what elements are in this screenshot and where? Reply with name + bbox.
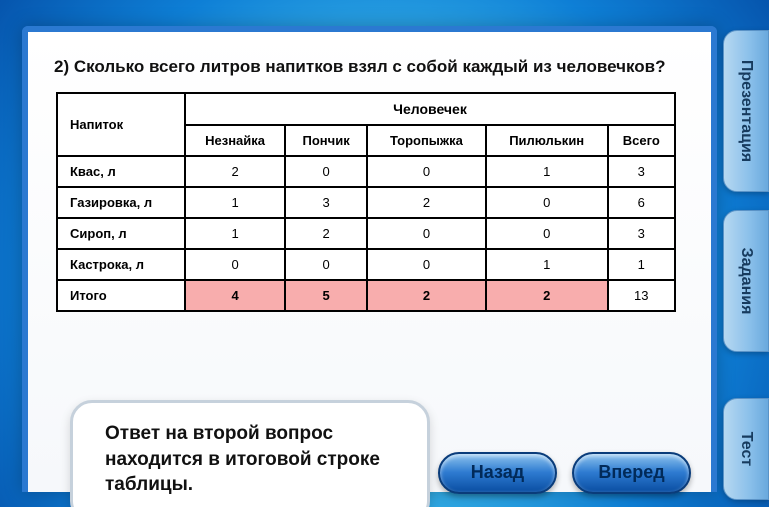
table-superheader: Человечек: [185, 93, 675, 125]
forward-button[interactable]: Вперед: [572, 452, 691, 494]
stage: 2) Сколько всего литров напитков взял с …: [0, 0, 769, 507]
col-header: Торопыжка: [367, 125, 486, 156]
table-cell: 2: [367, 280, 486, 311]
table-body: Квас, л20013Газировка, л13206Сироп, л120…: [57, 156, 675, 311]
back-button[interactable]: Назад: [438, 452, 557, 494]
col-header: Незнайка: [185, 125, 285, 156]
table-cell: 5: [285, 280, 367, 311]
table-corner: Напиток: [57, 93, 185, 156]
row-label: Кастрока, л: [57, 249, 185, 280]
table-cell: 1: [185, 187, 285, 218]
row-label: Газировка, л: [57, 187, 185, 218]
table-cell: 0: [185, 249, 285, 280]
table-cell: 0: [367, 249, 486, 280]
table-row: Сироп, л12003: [57, 218, 675, 249]
table-row: Квас, л20013: [57, 156, 675, 187]
table-cell: 2: [185, 156, 285, 187]
table-cell: 0: [486, 187, 608, 218]
table-cell: 0: [285, 249, 367, 280]
col-header: Всего: [608, 125, 675, 156]
tab-tasks[interactable]: Задания: [723, 210, 769, 352]
table-row: Газировка, л13206: [57, 187, 675, 218]
table-row: Итого452213: [57, 280, 675, 311]
table-cell: 6: [608, 187, 675, 218]
table-row: Кастрока, л00011: [57, 249, 675, 280]
table-cell: 3: [608, 156, 675, 187]
data-table: Напиток Человечек Незнайка Пончик Торопы…: [56, 92, 676, 312]
table-cell: 0: [486, 218, 608, 249]
col-header: Пончик: [285, 125, 367, 156]
table-cell: 3: [285, 187, 367, 218]
table-cell: 2: [285, 218, 367, 249]
table-cell: 0: [285, 156, 367, 187]
tab-label: Задания: [737, 248, 755, 315]
table-cell: 0: [367, 156, 486, 187]
table-cell: 0: [367, 218, 486, 249]
table-cell: 1: [486, 249, 608, 280]
table-cell: 1: [185, 218, 285, 249]
table-cell: 2: [367, 187, 486, 218]
tab-label: Тест: [737, 432, 755, 466]
col-header: Пилюлькин: [486, 125, 608, 156]
table-cell: 4: [185, 280, 285, 311]
table-cell: 1: [608, 249, 675, 280]
tab-label: Презентация: [737, 60, 755, 162]
table-cell: 2: [486, 280, 608, 311]
question-text: 2) Сколько всего литров напитков взял с …: [54, 56, 694, 78]
table-cell: 13: [608, 280, 675, 311]
answer-bubble: Ответ на второй вопрос находится в итого…: [70, 400, 430, 507]
tab-test[interactable]: Тест: [723, 398, 769, 500]
row-label: Итого: [57, 280, 185, 311]
tab-presentation[interactable]: Презентация: [723, 30, 769, 192]
table-cell: 3: [608, 218, 675, 249]
row-label: Квас, л: [57, 156, 185, 187]
table-cell: 1: [486, 156, 608, 187]
content-area: 2) Сколько всего литров напитков взял с …: [44, 44, 694, 312]
bubble-text: Ответ на второй вопрос находится в итого…: [105, 421, 403, 498]
row-label: Сироп, л: [57, 218, 185, 249]
